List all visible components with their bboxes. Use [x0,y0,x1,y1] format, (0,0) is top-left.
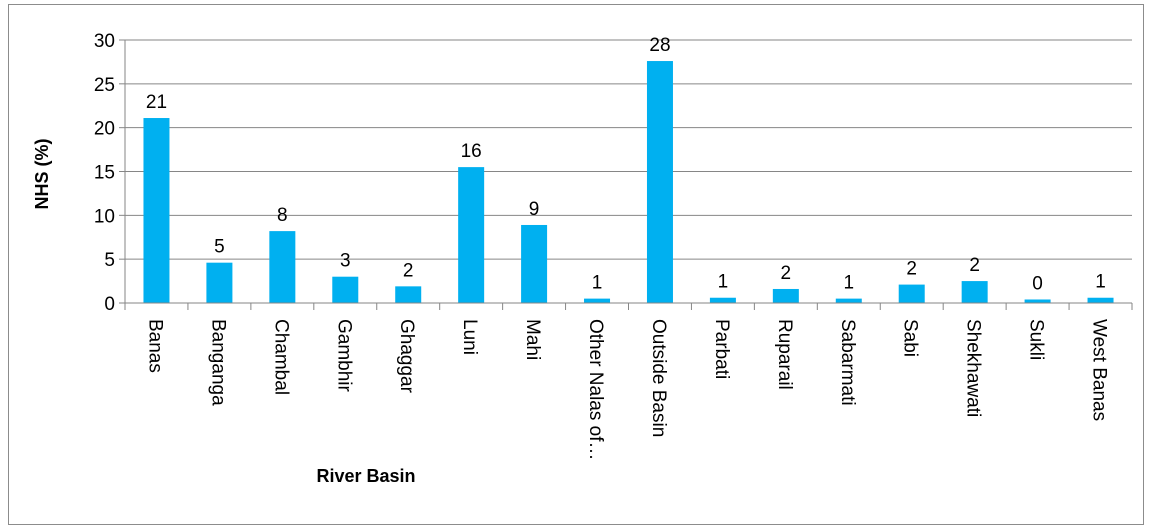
x-tick-label: Luni [459,319,480,355]
y-axis-title: NHS (%) [32,138,52,209]
x-tick-label: Chambal [270,319,291,395]
x-tick-label: Shekhawati [963,319,984,417]
bar [961,281,988,303]
bar [835,298,862,303]
x-tick-label: Parbati [711,319,732,379]
data-label: 16 [461,141,482,162]
x-tick-label: Banas [144,319,165,373]
bar [1087,297,1114,303]
data-label: 21 [146,92,167,113]
bar [1024,299,1051,303]
x-tick-label: West Banas [1089,319,1110,421]
x-tick-label: Ghaggar [396,319,417,394]
bar [521,224,548,303]
x-tick-label: Sabarmati [837,319,858,406]
bar [458,167,485,303]
x-tick-label: Outside Basin [648,319,669,437]
y-tick-label: 30 [94,31,115,52]
x-tick-label: Gambhir [333,319,354,393]
x-tick-label: Mahi [522,319,543,360]
y-axis-ticks: 0 5 10 15 20 25 30 [94,31,125,315]
bar [898,284,925,303]
bar [709,297,736,303]
x-axis-title: River Basin [316,466,415,486]
y-tick-label: 15 [94,163,115,184]
data-label: 1 [1095,272,1106,293]
x-tick-label: Sukli [1026,319,1047,360]
data-label: 2 [906,259,917,280]
bar [206,262,233,303]
y-tick-label: 0 [104,294,115,315]
bar [143,118,170,303]
y-tick-label: 5 [104,250,115,271]
data-label: 3 [340,251,351,272]
x-tick-label: Sabi [900,319,921,357]
bar [772,288,799,303]
data-label: 1 [592,273,603,294]
bars [143,61,1114,303]
y-tick-label: 10 [94,206,115,227]
chart-frame [8,4,1144,525]
data-label: 5 [214,237,225,258]
x-tick-label: Banganga [207,319,228,406]
data-label: 2 [969,255,980,276]
bar [395,286,422,303]
data-label: 2 [781,263,792,284]
data-label: 8 [277,205,288,226]
y-tick-label: 20 [94,119,115,140]
x-tick-label: Other Nalas of… [585,319,606,461]
bar [646,61,673,303]
data-label: 2 [403,260,414,281]
x-tick-label: Ruparail [774,319,795,390]
bar [584,298,611,303]
x-axis-ticks: Banas Banganga Chambal Gambhir Ghaggar Luni Ma… [124,302,1133,461]
data-label: 28 [649,35,670,56]
data-label: 1 [843,273,854,294]
bar [269,231,296,303]
data-label: 0 [1032,273,1043,294]
data-label: 1 [718,272,729,293]
y-tick-label: 25 [94,75,115,96]
data-label: 9 [529,199,540,220]
bar [332,276,359,303]
